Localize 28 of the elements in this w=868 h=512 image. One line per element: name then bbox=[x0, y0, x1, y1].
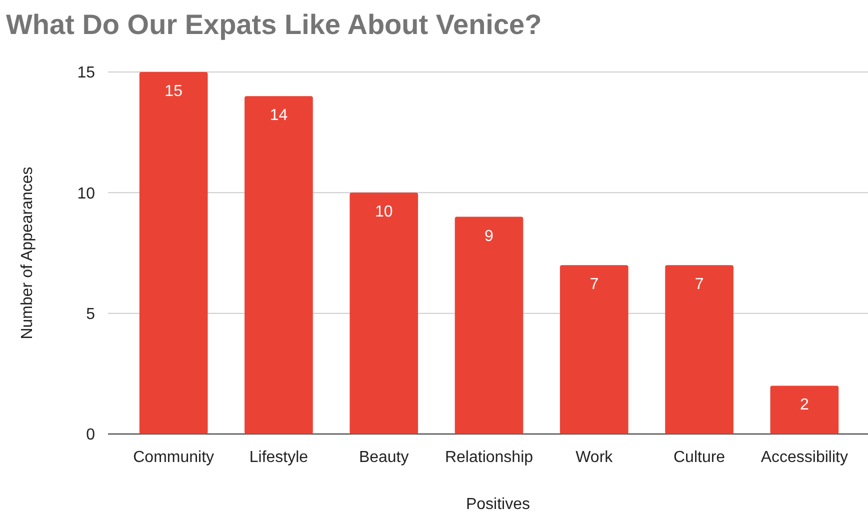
x-tick-label: Work bbox=[576, 449, 614, 466]
y-tick-label: 10 bbox=[77, 185, 96, 202]
x-tick-label: Lifestyle bbox=[249, 449, 308, 466]
bar bbox=[350, 192, 418, 434]
bar bbox=[665, 265, 734, 434]
y-tick-label: 0 bbox=[86, 426, 96, 444]
bar bbox=[244, 96, 313, 434]
data-label: 2 bbox=[800, 396, 809, 414]
x-axis-title: Positives bbox=[466, 496, 530, 512]
x-tick-label: Beauty bbox=[358, 449, 409, 466]
bar bbox=[454, 216, 524, 434]
data-label: 7 bbox=[590, 276, 599, 294]
data-label: 7 bbox=[694, 276, 704, 294]
x-tick-label: Culture bbox=[673, 449, 726, 466]
y-axis-title: Number of Appearances bbox=[19, 166, 36, 340]
y-tick-label: 15 bbox=[77, 64, 96, 82]
y-tick-label: 5 bbox=[86, 306, 96, 323]
data-label: 15 bbox=[164, 83, 183, 100]
bar bbox=[139, 72, 208, 434]
data-label: 14 bbox=[270, 107, 288, 124]
bar bbox=[560, 265, 628, 434]
data-label: 9 bbox=[484, 228, 494, 245]
bar bbox=[770, 386, 839, 434]
x-tick-label: Relationship bbox=[444, 449, 534, 466]
chart-title: What Do Our Expats Like About Venice? bbox=[6, 9, 542, 40]
data-label: 10 bbox=[374, 204, 393, 221]
x-tick-label: Community bbox=[133, 449, 214, 466]
x-tick-label: Accessibility bbox=[760, 449, 848, 466]
